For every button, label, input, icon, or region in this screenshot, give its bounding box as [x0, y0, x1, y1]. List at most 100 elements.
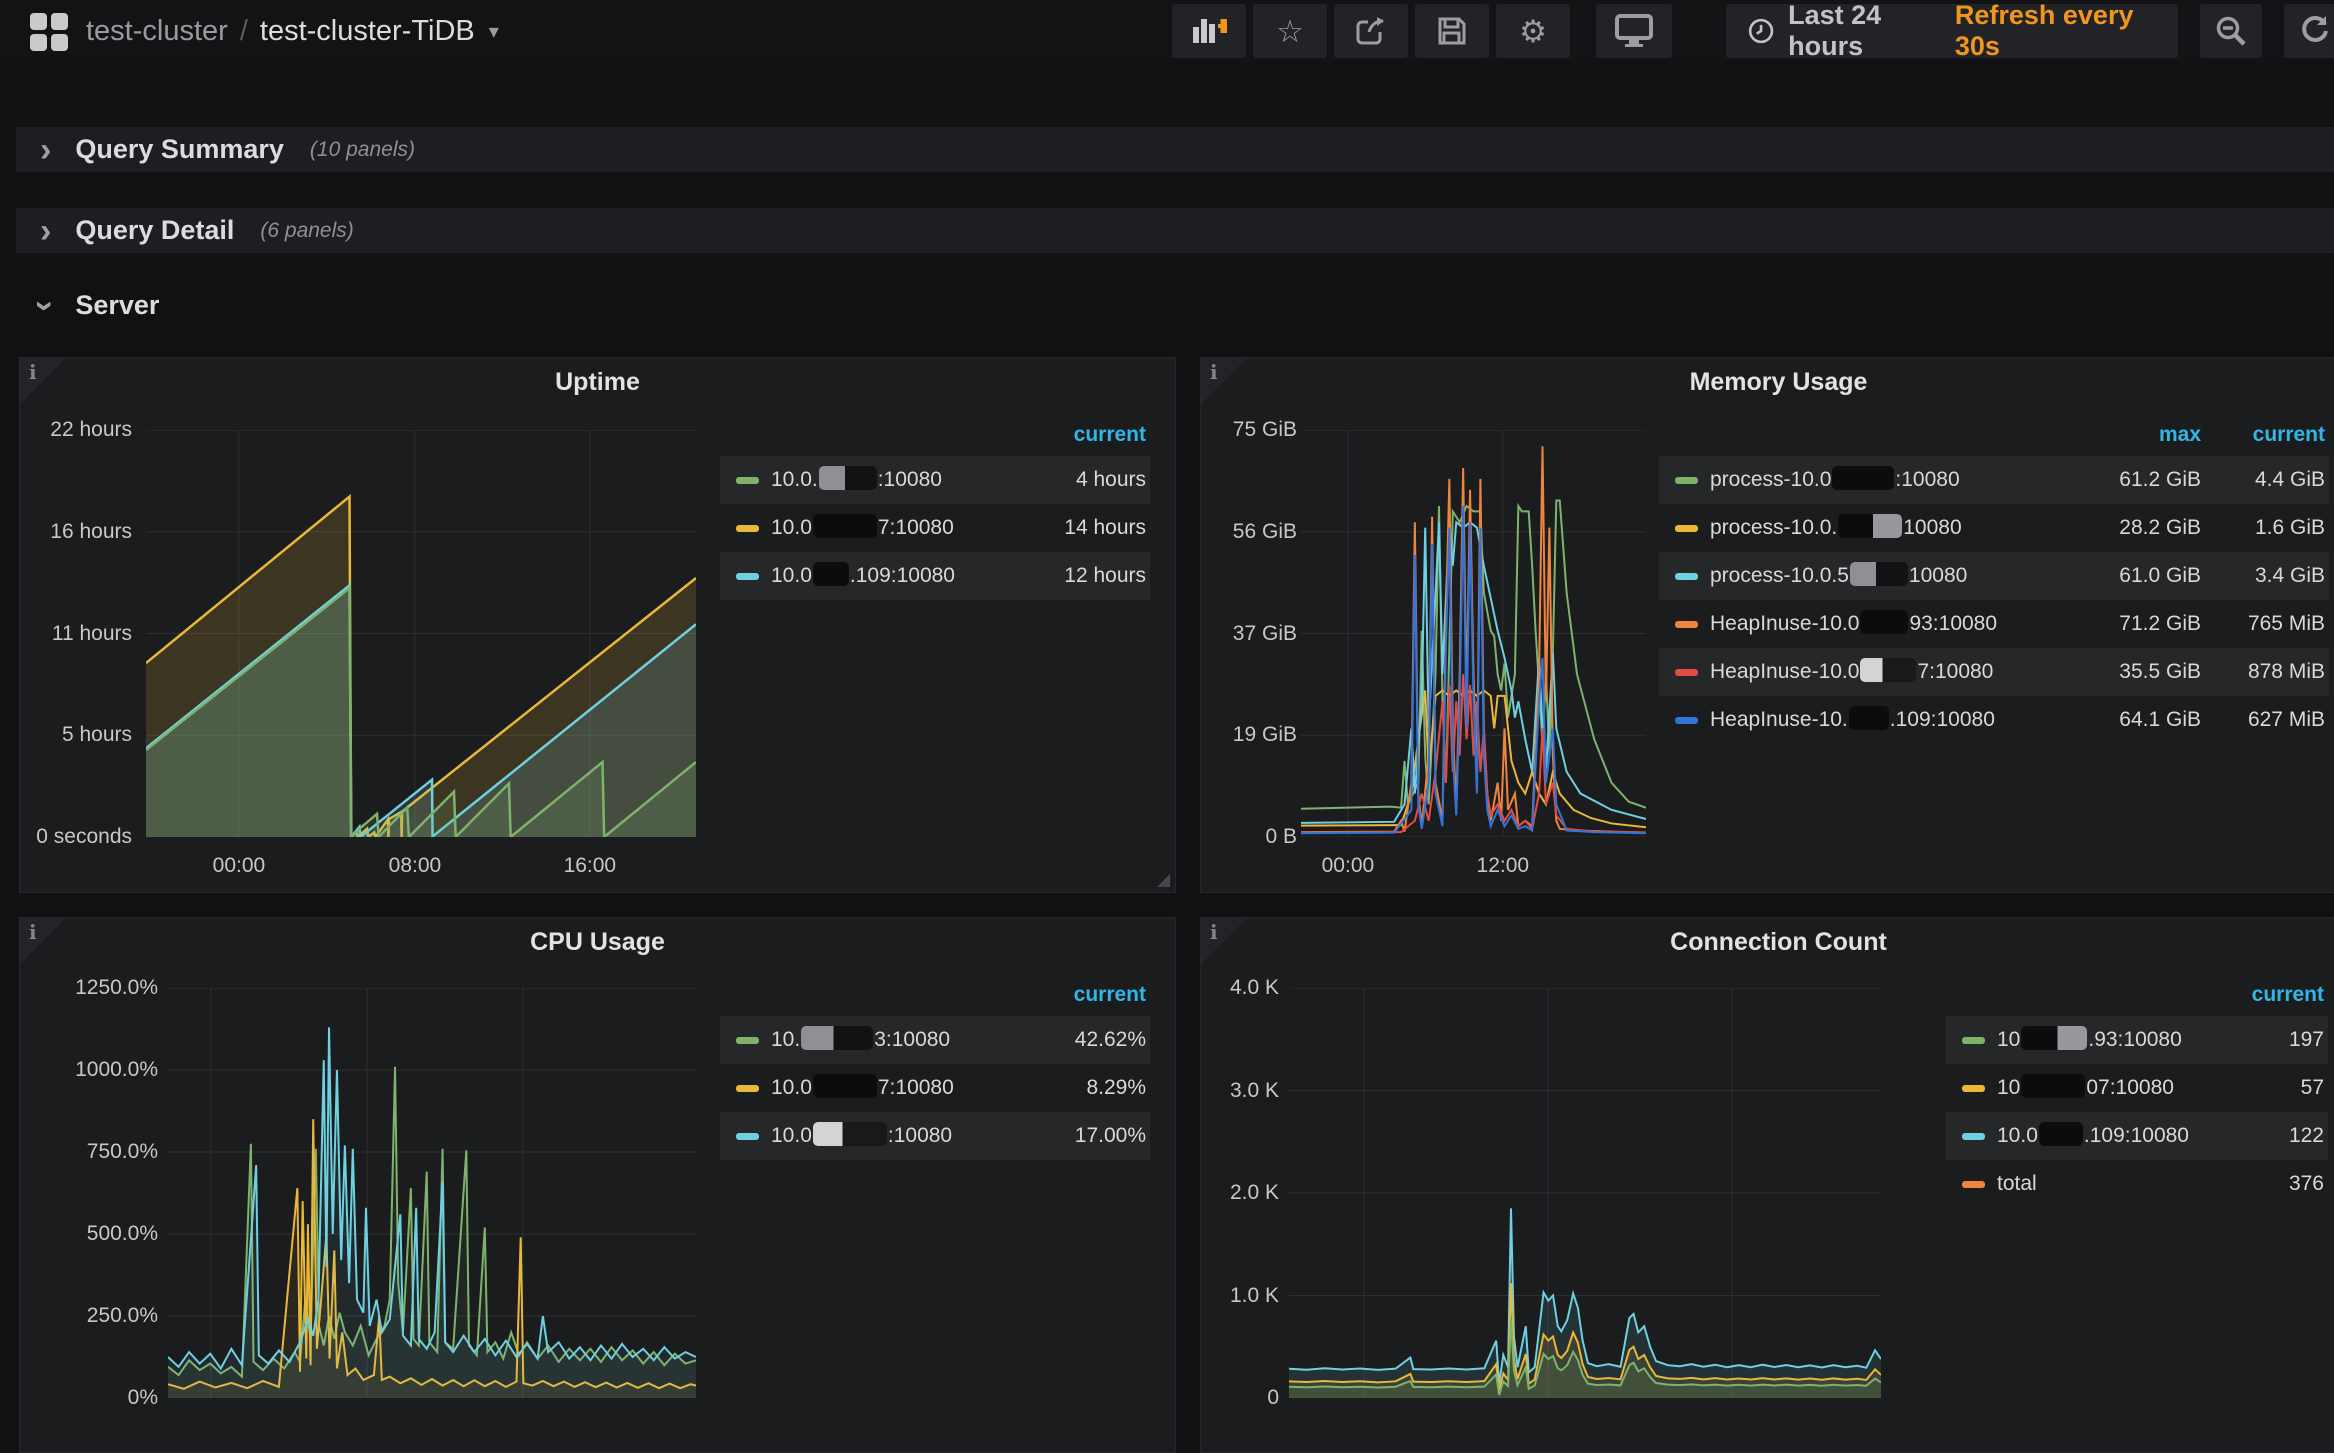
- legend-color-swatch: [1675, 621, 1698, 628]
- monitor-icon: [1615, 14, 1653, 48]
- row-query-detail[interactable]: › Query Detail (6 panels): [16, 208, 2334, 253]
- legend-item[interactable]: 10.3:1008042.62%: [720, 1016, 1150, 1064]
- time-series-plot[interactable]: [168, 988, 696, 1398]
- redaction-mark: [1860, 610, 1908, 634]
- legend-item[interactable]: HeapInuse-10.093:1008071.2 GiB765 MiB: [1659, 600, 2329, 648]
- x-axis-labels: 00:0012:00: [1301, 840, 1646, 870]
- plot-area[interactable]: [1301, 430, 1646, 837]
- x-axis-tick-label: 00:00: [213, 854, 266, 878]
- plot-area[interactable]: [1289, 988, 1881, 1398]
- x-axis-tick-label: 12:00: [1477, 854, 1530, 878]
- legend-item[interactable]: 10.0.109:10080122: [1946, 1112, 2328, 1160]
- row-query-summary[interactable]: › Query Summary (10 panels): [16, 127, 2334, 172]
- panel-title[interactable]: Connection Count: [1201, 928, 2334, 957]
- legend-item[interactable]: process-10.0.51008061.0 GiB3.4 GiB: [1659, 552, 2329, 600]
- panel-title[interactable]: Memory Usage: [1201, 368, 2334, 397]
- gear-icon: ⚙: [1519, 16, 1547, 47]
- legend-value: 64.1 GiB: [2081, 708, 2205, 732]
- dashboard-toolbar: ☆ ⚙: [1172, 4, 1570, 58]
- legend-item[interactable]: total376: [1946, 1160, 2328, 1208]
- y-axis-tick-label: 1.0 K: [1230, 1284, 1279, 1308]
- legend-item[interactable]: 10.07:1008014 hours: [720, 504, 1150, 552]
- time-series-plot[interactable]: [1301, 430, 1646, 837]
- plot-area[interactable]: [146, 430, 696, 837]
- refresh-button[interactable]: [2284, 4, 2334, 58]
- legend-item[interactable]: 10.0.109:1008012 hours: [720, 552, 1150, 600]
- legend-color-swatch: [1675, 525, 1698, 532]
- row-title[interactable]: Query Detail: [75, 215, 234, 246]
- legend-column-header[interactable]: current: [2198, 983, 2328, 1007]
- y-axis-labels: 4.0 K3.0 K2.0 K1.0 K0: [1211, 988, 1279, 1398]
- redaction-mark: [813, 514, 877, 538]
- panel-title[interactable]: Uptime: [20, 368, 1175, 397]
- y-axis-tick-label: 11 hours: [52, 622, 132, 646]
- legend-header: current: [1946, 974, 2328, 1016]
- legend-value: 17.00%: [1000, 1124, 1150, 1148]
- redaction-mark: [1832, 466, 1894, 490]
- breadcrumb-dashboard-title[interactable]: test-cluster-TiDB: [260, 15, 475, 48]
- series-fill: [168, 1027, 696, 1398]
- plot-area[interactable]: [168, 988, 696, 1398]
- settings-button[interactable]: ⚙: [1496, 4, 1570, 58]
- legend-value: 42.62%: [1000, 1028, 1150, 1052]
- time-series-plot[interactable]: [1289, 988, 1881, 1398]
- row-panel-count: (10 panels): [310, 138, 415, 162]
- legend-item[interactable]: HeapInuse-10..109:1008064.1 GiB627 MiB: [1659, 696, 2329, 744]
- series-line: [1301, 446, 1646, 832]
- time-range-button[interactable]: Last 24 hours Refresh every 30s: [1726, 4, 2178, 58]
- breadcrumb[interactable]: test-cluster / test-cluster-TiDB ▾: [86, 0, 499, 62]
- breadcrumb-folder[interactable]: test-cluster: [86, 15, 228, 48]
- legend-value: 28.2 GiB: [2081, 516, 2205, 540]
- legend-item[interactable]: 10.0:1008017.00%: [720, 1112, 1150, 1160]
- legend-item[interactable]: 1007:1008057: [1946, 1064, 2328, 1112]
- legend-value: 376: [2198, 1172, 2328, 1196]
- zoom-out-button[interactable]: [2200, 4, 2262, 58]
- legend-header: current: [720, 974, 1150, 1016]
- row-title[interactable]: Server: [75, 290, 159, 321]
- legend-value: 35.5 GiB: [2081, 660, 2205, 684]
- save-button[interactable]: [1415, 4, 1489, 58]
- row-title[interactable]: Query Summary: [75, 134, 284, 165]
- legend-color-swatch: [1962, 1181, 1985, 1188]
- row-server[interactable]: › Server: [16, 283, 2334, 328]
- legend-item[interactable]: 10.0.:100804 hours: [720, 456, 1150, 504]
- legend-value: 61.2 GiB: [2081, 468, 2205, 492]
- time-series-plot[interactable]: [146, 430, 696, 837]
- y-axis-tick-label: 0%: [128, 1386, 158, 1410]
- legend-item[interactable]: HeapInuse-10.07:1008035.5 GiB878 MiB: [1659, 648, 2329, 696]
- legend-value: 878 MiB: [2205, 660, 2329, 684]
- y-axis-tick-label: 22 hours: [50, 418, 132, 442]
- y-axis-tick-label: 0 B: [1265, 825, 1297, 849]
- redaction-mark: [2039, 1122, 2083, 1146]
- star-button[interactable]: ☆: [1253, 4, 1327, 58]
- legend-series-name: total: [1985, 1172, 2198, 1196]
- legend-column-header[interactable]: current: [2205, 423, 2329, 447]
- y-axis-tick-label: 1000.0%: [75, 1058, 158, 1082]
- legend-series-name: 10.93:10080: [1985, 1028, 2198, 1052]
- redaction-mark: [819, 466, 877, 490]
- legend-column-header[interactable]: current: [1000, 423, 1150, 447]
- add-panel-button[interactable]: [1172, 4, 1246, 58]
- share-button[interactable]: [1334, 4, 1408, 58]
- redaction-mark: [1849, 706, 1889, 730]
- y-axis-tick-label: 56 GiB: [1233, 520, 1297, 544]
- legend-series-name: 1007:10080: [1985, 1076, 2198, 1100]
- legend-item[interactable]: process-10.0.1008028.2 GiB1.6 GiB: [1659, 504, 2329, 552]
- legend-column-header[interactable]: current: [1000, 983, 1150, 1007]
- legend-item[interactable]: 10.93:10080197: [1946, 1016, 2328, 1064]
- grafana-logo-icon[interactable]: [30, 13, 68, 51]
- redaction-mark: [1850, 562, 1908, 586]
- cycle-view-button[interactable]: [1596, 4, 1672, 58]
- legend-color-swatch: [1675, 669, 1698, 676]
- legend-value: 627 MiB: [2205, 708, 2329, 732]
- legend-series-name: process-10.0.510080: [1698, 564, 2081, 588]
- panel-title[interactable]: CPU Usage: [20, 928, 1175, 957]
- panel-resize-handle[interactable]: [1157, 874, 1170, 887]
- legend-item[interactable]: process-10.0:1008061.2 GiB4.4 GiB: [1659, 456, 2329, 504]
- legend-color-swatch: [1675, 573, 1698, 580]
- legend-value: 765 MiB: [2205, 612, 2329, 636]
- legend-column-header[interactable]: max: [2081, 423, 2205, 447]
- legend-value: 4 hours: [1000, 468, 1150, 492]
- panel-memory-usage: i Memory Usage 75 GiB56 GiB37 GiB19 GiB0…: [1200, 357, 2334, 893]
- legend-item[interactable]: 10.07:100808.29%: [720, 1064, 1150, 1112]
